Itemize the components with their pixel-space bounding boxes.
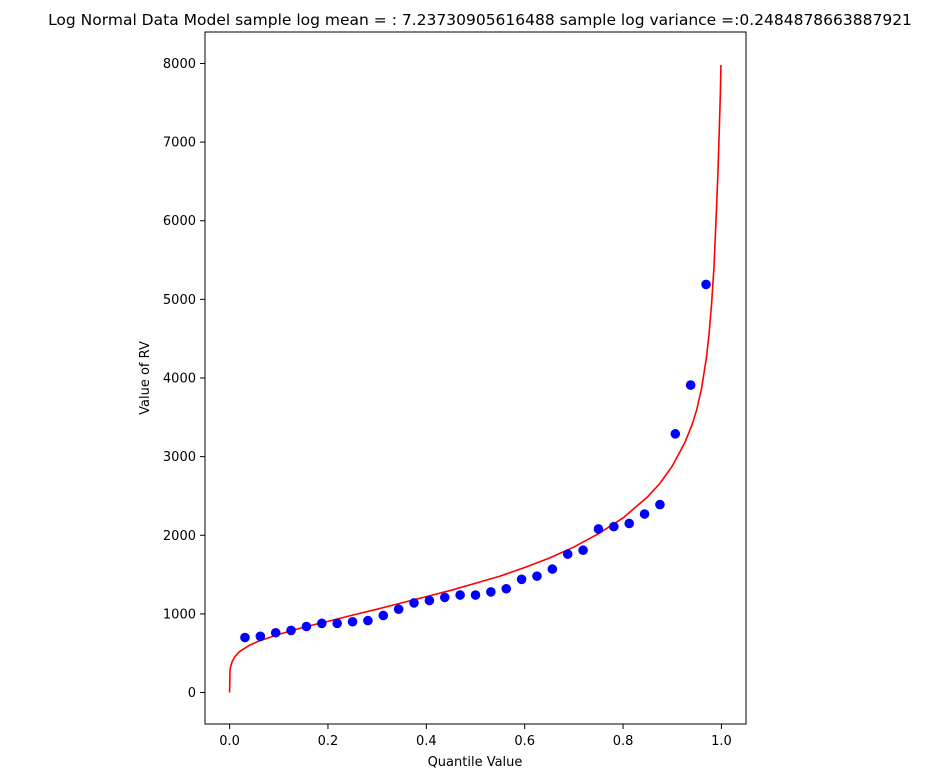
sample-point [378,610,389,621]
sample-point [332,618,342,629]
sample-point [455,590,465,600]
y-axis-label: Value of RV [138,341,153,415]
sample-point [286,625,296,636]
sample-point [655,499,665,510]
x-tick-label: 1.0 [711,734,732,749]
plot-frame [204,31,747,725]
sample-point [347,616,358,627]
x-tick-label: 0.8 [613,734,634,749]
sample-point [593,524,604,534]
sample-point [409,598,419,608]
sample-point [424,595,435,606]
sample-point [562,549,573,559]
sample-point [701,279,711,290]
sample-point [578,545,588,556]
sample-point [532,571,542,581]
y-tick-label: 7000 [163,136,196,151]
sample-point [363,615,373,626]
sample-point [486,587,496,597]
y-tick-label: 6000 [163,214,196,229]
x-tick-label: 0.4 [416,734,437,749]
sample-point [317,618,327,629]
x-tick-label: 0.0 [219,734,240,749]
sample-point [470,590,481,600]
sample-point [685,380,696,390]
sample-point [240,632,250,643]
y-tick-label: 1000 [163,607,196,622]
x-axis-ticks: 0.0 0.2 0.4 0.6 0.8 1.0 [219,724,732,749]
chart-marks [228,65,722,693]
chart-title: Log Normal Data Model sample log mean = … [48,11,912,29]
sample-point [670,429,681,439]
y-tick-label: 4000 [163,372,196,387]
sample-point [439,592,450,603]
y-tick-label: 2000 [163,529,196,544]
sample-point [501,583,512,594]
sample-point [624,518,634,529]
plot-area [204,31,747,725]
x-tick-label: 0.6 [514,734,535,749]
sample-point [301,621,312,632]
sample-point [270,627,281,638]
y-tick-label: 8000 [163,57,196,72]
y-axis-ticks: 0 1000 2000 3000 4000 5000 6000 7000 8000 [163,57,205,701]
sample-point [547,564,558,574]
x-axis-label: Quantile Value [428,755,523,770]
sample-point [639,509,650,519]
sample-point [609,521,619,532]
y-tick-label: 3000 [163,450,196,465]
sample-point [393,604,404,614]
y-tick-label: 5000 [163,293,196,308]
x-tick-label: 0.2 [318,734,339,749]
sample-point [255,631,266,642]
y-tick-label: 0 [188,686,196,701]
sample-point [516,574,527,585]
